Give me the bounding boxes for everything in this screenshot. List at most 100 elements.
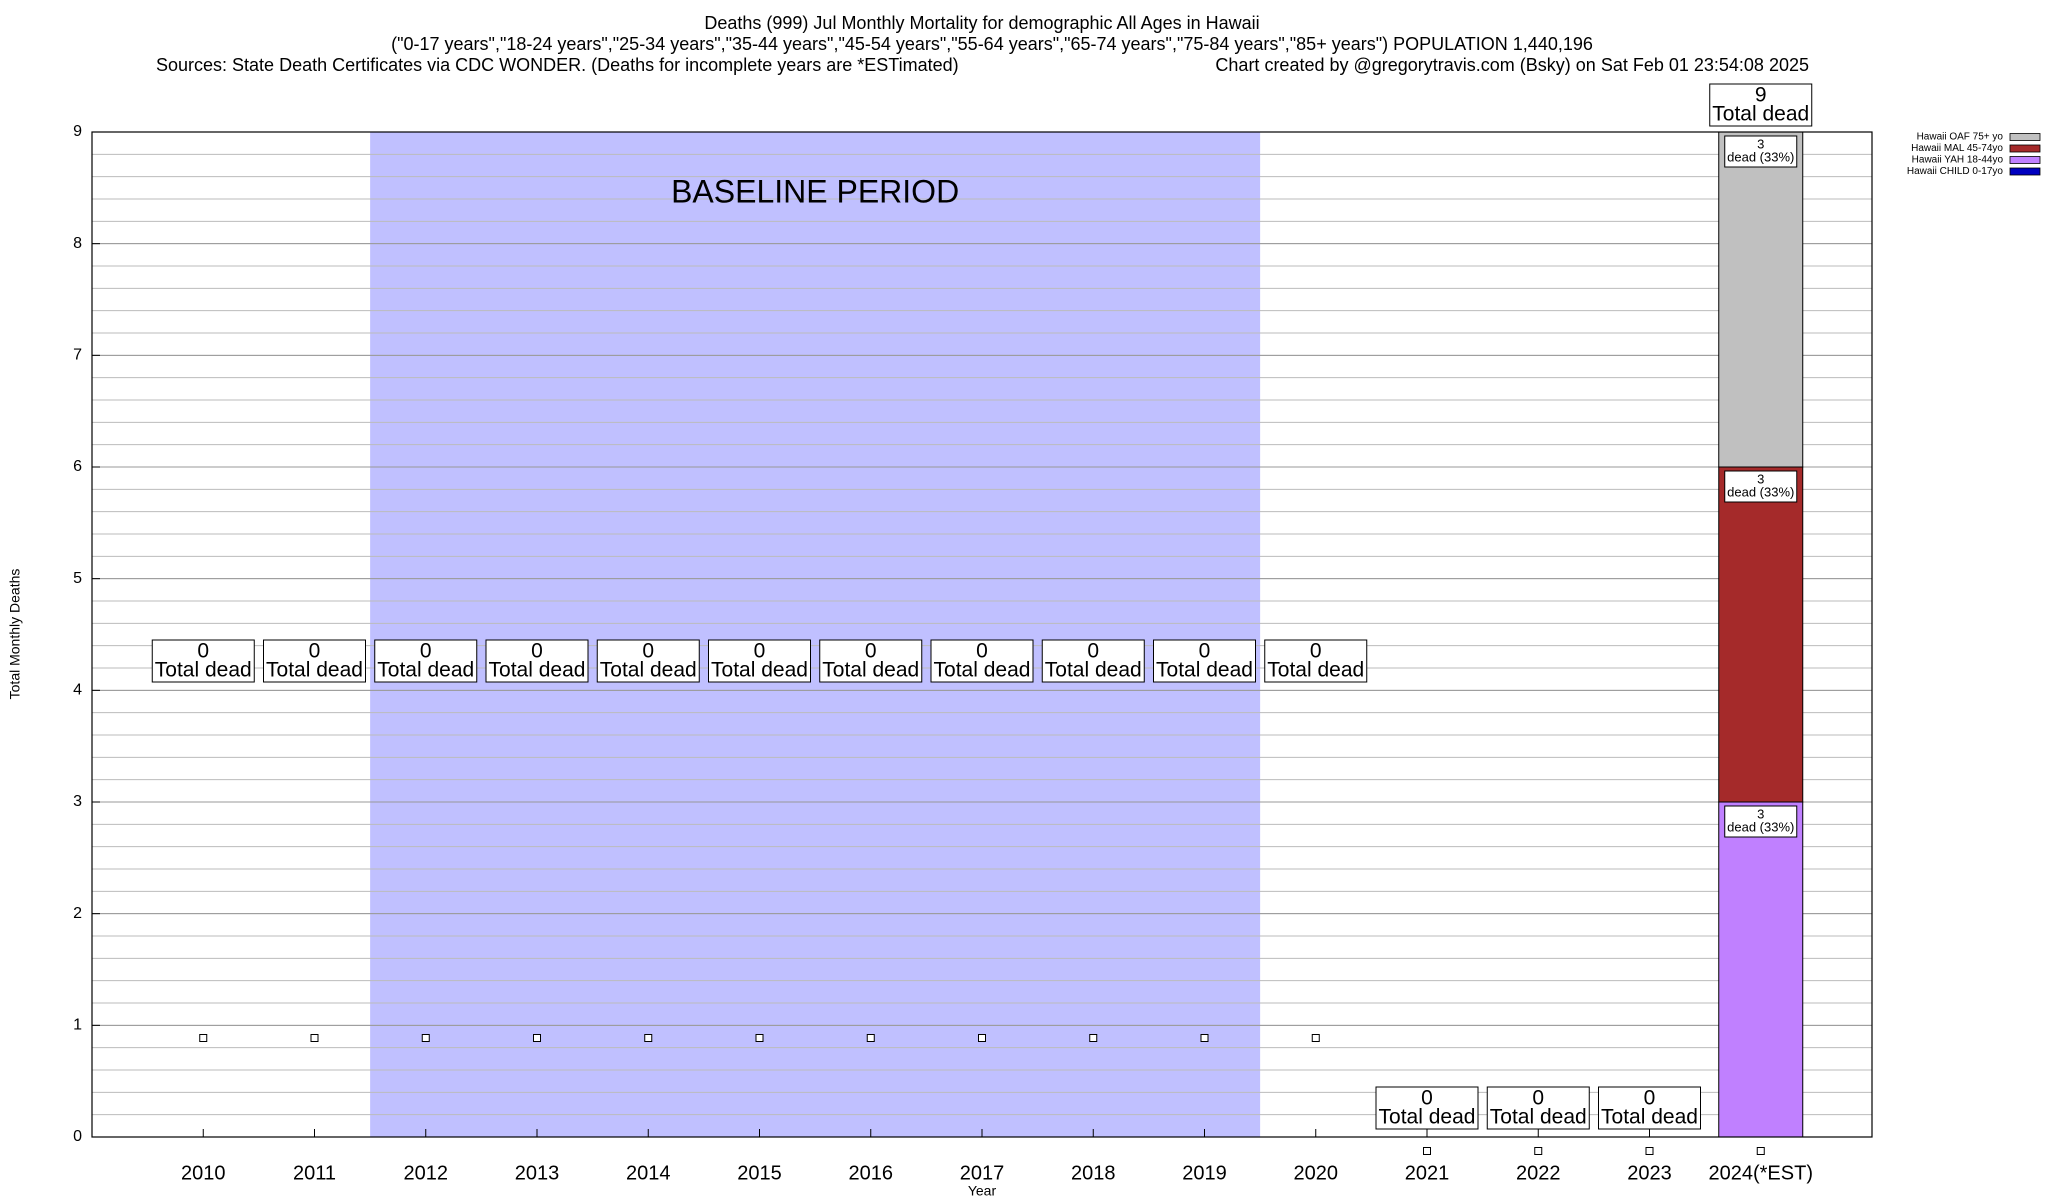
total-box: [485, 639, 589, 683]
total-label: Total dead: [934, 659, 1031, 682]
bar-segment: [1718, 801, 1804, 1138]
total-label: Total dead: [1490, 1106, 1587, 1129]
chart-subtitle: ("0-17 years","18-24 years","25-34 years…: [391, 34, 1593, 54]
segment-label-box: [1724, 805, 1798, 838]
total-box: [708, 639, 811, 683]
legend-swatch: [2009, 144, 2041, 153]
total-label: Total dead: [600, 659, 697, 682]
total-box: [1153, 639, 1256, 683]
total-box: [151, 639, 255, 683]
total-value-label: 0: [865, 640, 877, 663]
total-box: [1709, 83, 1813, 127]
total-value-label: 0: [976, 640, 988, 663]
total-box: [930, 639, 1034, 683]
total-value-label: 0: [1199, 640, 1211, 663]
marker: [310, 1034, 319, 1042]
total-value-label: 0: [1644, 1087, 1656, 1110]
x-tick-label: 2011: [293, 1162, 336, 1184]
x-tick-label: 2013: [515, 1162, 560, 1184]
y-axis-label: Total Monthly Deaths: [7, 569, 23, 700]
y-tick-label: 0: [73, 1128, 82, 1145]
x-tick-label: 2010: [181, 1162, 226, 1184]
y-tick-label: 4: [73, 682, 82, 699]
total-value-label: 0: [1310, 640, 1322, 663]
legend-label: Hawaii MAL 45-74yo: [1911, 143, 2003, 154]
bar-segment: [1718, 466, 1804, 803]
total-box: [1598, 1086, 1701, 1130]
total-label: Total dead: [711, 659, 808, 682]
total-value-label: 0: [754, 640, 766, 663]
y-tick-label: 2: [73, 905, 82, 922]
legend-label: Hawaii CHILD 0-17yo: [1907, 166, 2004, 177]
total-label: Total dead: [1601, 1106, 1698, 1129]
total-value-label: 0: [197, 640, 209, 663]
legend-label: Hawaii YAH 18-44yo: [1912, 155, 2004, 166]
marker: [1756, 1147, 1765, 1155]
y-tick-label: 9: [73, 123, 82, 140]
marker: [644, 1034, 653, 1042]
legend-label: Hawaii OAF 75+ yo: [1917, 132, 2004, 143]
y-tick-label: 5: [73, 570, 82, 587]
marker: [978, 1034, 986, 1042]
background-layer: [92, 131, 1872, 1138]
total-label: Total dead: [1156, 659, 1253, 682]
x-tick-label: 2012: [404, 1162, 449, 1184]
chart-credit: Chart created by @gregorytravis.com (Bsk…: [1215, 55, 1809, 75]
marker: [1423, 1147, 1431, 1155]
segment-percent-label: dead (33%): [1727, 484, 1794, 499]
total-label: Total dead: [1045, 659, 1142, 682]
total-value-label: 0: [309, 640, 321, 663]
marker: [1311, 1034, 1320, 1042]
total-label: Total dead: [1267, 659, 1364, 682]
chart-title: Deaths (999) Jul Monthly Mortality for d…: [704, 13, 1259, 33]
x-axis-label: Year: [968, 1183, 997, 1199]
bar-segment: [1718, 131, 1804, 468]
plot-frame: [91, 131, 1873, 1138]
total-value-label: 0: [1532, 1087, 1544, 1110]
baseline-band: [370, 132, 1261, 1137]
total-label: Total dead: [489, 659, 586, 682]
total-box: [1375, 1086, 1479, 1130]
total-box: [374, 639, 478, 683]
total-value-label: 0: [1421, 1087, 1433, 1110]
x-tick-label: 2019: [1182, 1162, 1227, 1184]
total-box: [1486, 1086, 1590, 1130]
segment-percent-label: dead (33%): [1727, 149, 1794, 164]
marker: [1200, 1034, 1209, 1042]
segment-value-label: 3: [1757, 136, 1764, 151]
segment-value-label: 3: [1757, 806, 1764, 821]
total-box: [1041, 639, 1145, 683]
y-tick-label: 1: [73, 1017, 82, 1034]
x-tick-label: 2020: [1294, 1162, 1339, 1184]
baseline-label: BASELINE PERIOD: [671, 173, 959, 209]
segment-label-box: [1724, 135, 1798, 168]
marker: [1089, 1034, 1098, 1042]
x-tick-label: 2023: [1627, 1162, 1672, 1184]
chart-source: Sources: State Death Certificates via CD…: [156, 55, 959, 75]
total-label: Total dead: [1379, 1106, 1476, 1129]
total-box: [819, 639, 923, 683]
y-tick-label: 8: [73, 235, 82, 252]
x-tick-label: 2014: [626, 1162, 671, 1184]
marker: [1645, 1147, 1654, 1155]
legend-swatch: [2009, 167, 2041, 176]
total-box: [263, 639, 366, 683]
x-tick-label: 2017: [960, 1162, 1005, 1184]
total-value-label: 9: [1755, 84, 1767, 107]
marker: [755, 1034, 764, 1042]
y-tick-label: 6: [73, 458, 82, 475]
x-tick-label: 2016: [849, 1162, 894, 1184]
marker: [199, 1034, 208, 1042]
marker: [1534, 1147, 1543, 1155]
total-label: Total dead: [1712, 103, 1809, 126]
total-value-label: 0: [642, 640, 654, 663]
marker: [533, 1034, 541, 1042]
total-box: [1264, 639, 1368, 683]
segment-value-label: 3: [1757, 471, 1764, 486]
total-value-label: 0: [1087, 640, 1099, 663]
segment-percent-label: dead (33%): [1727, 819, 1794, 834]
total-label: Total dead: [266, 659, 363, 682]
legend-swatch: [2009, 156, 2041, 164]
